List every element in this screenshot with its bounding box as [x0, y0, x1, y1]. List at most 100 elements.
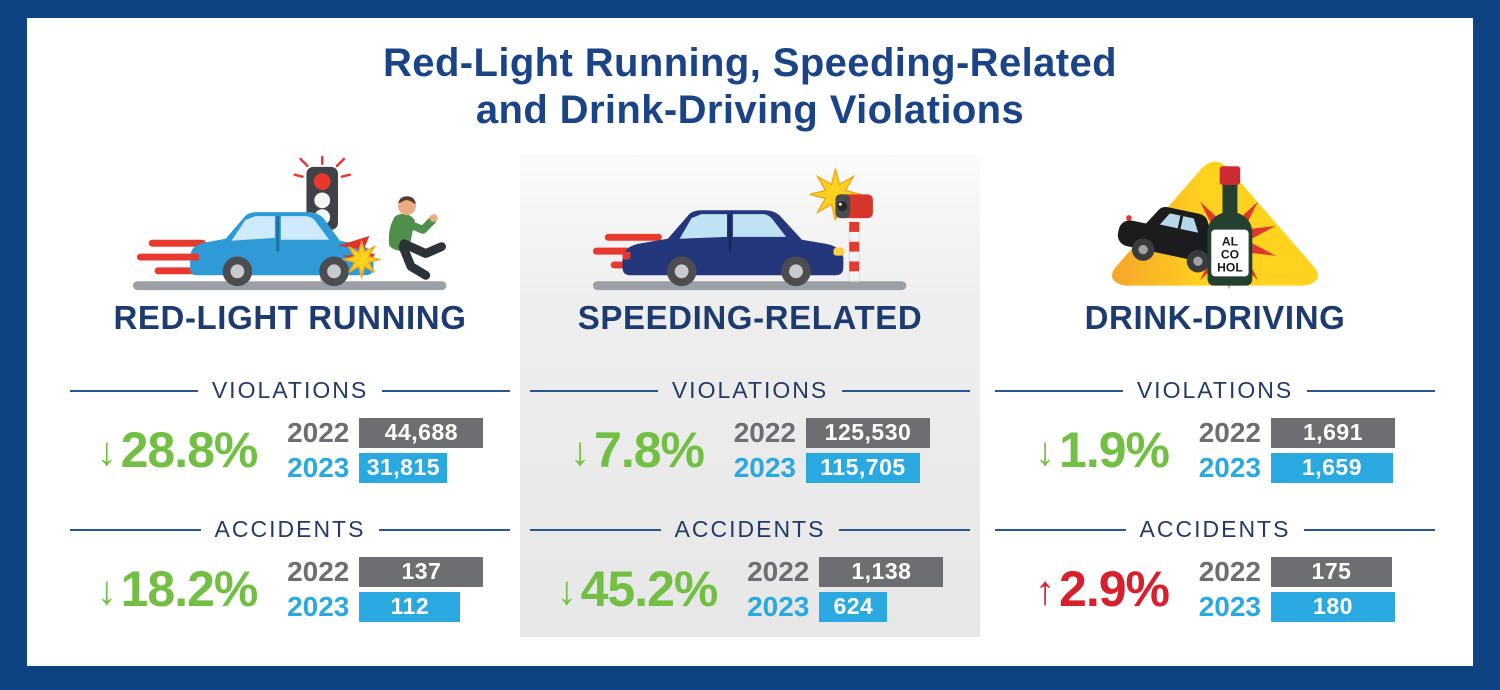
change-value: 1.9% — [1059, 422, 1170, 479]
value-bar: 1,691 — [1270, 417, 1395, 448]
navy-car-icon — [622, 210, 845, 287]
violations-stats: ↓ 1.9% 2022 1,691 2023 1,659 — [1035, 414, 1395, 486]
accidents-stats: ↓ 45.2% 2022 1,138 2023 624 — [557, 553, 944, 625]
violations-section-label: VIOLATIONS — [70, 377, 511, 404]
violations-section-label: VIOLATIONS — [995, 377, 1436, 404]
drink-driving-illustration: AL CO HOL — [1103, 150, 1327, 295]
divider-line — [70, 389, 198, 392]
change-percentage: ↓ 28.8% — [96, 425, 259, 475]
bar-row-2022: 2022 137 — [277, 555, 484, 587]
year-label: 2022 — [747, 555, 810, 587]
value-bar: 175 — [1270, 556, 1392, 587]
car-hitting-pedestrian-at-red-light-icon — [133, 155, 447, 291]
divider-line — [842, 389, 971, 392]
accidents-stats: ↓ 18.2% 2022 137 2023 112 — [97, 553, 484, 625]
year-label: 2023 — [747, 590, 810, 622]
value-bar: 44,688 — [359, 417, 484, 448]
bar-row-2023: 2023 624 — [737, 590, 943, 622]
bar-row-2022: 2022 1,138 — [737, 555, 944, 587]
year-label: 2022 — [733, 416, 796, 448]
value-bar: 1,659 — [1270, 452, 1393, 483]
accidents-section-label: ACCIDENTS — [995, 516, 1435, 543]
year-label: 2023 — [1198, 451, 1261, 483]
divider-line — [1307, 389, 1436, 392]
up-arrow-icon: ↑ — [1035, 569, 1055, 614]
divider-line — [530, 528, 661, 531]
column-heading-speeding-related: SPEEDING-RELATED — [577, 299, 923, 336]
accidents-section-label: ACCIDENTS — [530, 516, 970, 543]
divider-line — [530, 389, 658, 392]
year-bars: 2022 1,691 2023 1,659 — [1189, 416, 1395, 483]
speed-lines-icon — [137, 239, 209, 275]
year-label: 2022 — [287, 416, 350, 448]
section-label-text: VIOLATIONS — [671, 377, 829, 404]
down-arrow-icon: ↓ — [570, 430, 590, 475]
year-bars: 2022 137 2023 112 — [277, 555, 484, 622]
value-bar: 31,815 — [359, 452, 448, 483]
value-bar: 137 — [359, 556, 484, 587]
violations-section-label: VIOLATIONS — [530, 377, 971, 404]
accidents-stats: ↑ 2.9% 2022 175 2023 180 — [1035, 553, 1395, 625]
year-label: 2022 — [287, 555, 350, 587]
road-icon — [133, 281, 447, 291]
change-percentage: ↓ 45.2% — [557, 561, 719, 618]
divider-line — [995, 528, 1126, 531]
speed-camera-icon — [835, 194, 874, 282]
year-bars: 2022 125,530 2023 115,705 — [724, 416, 930, 483]
change-value: 2.9% — [1059, 561, 1170, 618]
blue-car-icon — [190, 212, 374, 287]
car-crashing-into-alcohol-bottle-warning-triangle-icon: AL CO HOL — [1112, 161, 1318, 290]
change-percentage: ↓ 18.2% — [97, 561, 259, 618]
section-label-text: VIOLATIONS — [1136, 377, 1294, 404]
infographic-canvas: Red-Light Running, Speeding-Related and … — [27, 18, 1473, 666]
bar-row-2022: 2022 175 — [1189, 555, 1395, 587]
value-bar: 112 — [359, 591, 461, 622]
bar-row-2023: 2023 180 — [1189, 590, 1395, 622]
section-label-text: ACCIDENTS — [214, 516, 366, 543]
year-label: 2022 — [1198, 555, 1261, 587]
column-drink-driving: AL CO HOL DRINK-DRIVING VIOLATIONS ↓ 1.9… — [995, 150, 1436, 625]
value-bar: 180 — [1270, 591, 1395, 622]
section-label-text: ACCIDENTS — [1139, 516, 1291, 543]
divider-line — [379, 528, 510, 531]
down-arrow-icon: ↓ — [1035, 430, 1055, 475]
change-percentage: ↓ 1.9% — [1035, 422, 1170, 479]
violations-stats: ↓ 28.8% 2022 44,688 2023 31,815 — [97, 414, 484, 486]
bottle-label-line3: HOL — [1217, 261, 1243, 275]
bar-row-2022: 2022 1,691 — [1189, 416, 1395, 448]
change-percentage: ↓ 7.8% — [570, 422, 705, 479]
value-bar: 624 — [819, 591, 888, 622]
impact-icon — [338, 235, 383, 281]
year-bars: 2022 44,688 2023 31,815 — [277, 416, 484, 483]
page-title: Red-Light Running, Speeding-Related and … — [27, 40, 1473, 134]
page-title-line2: and Drink-Driving Violations — [475, 88, 1025, 133]
column-red-light-running: RED-LIGHT RUNNING VIOLATIONS ↓ 28.8% 202… — [70, 150, 511, 625]
speeding-related-illustration — [587, 150, 912, 295]
value-bar: 125,530 — [805, 417, 930, 448]
year-label: 2023 — [1198, 590, 1261, 622]
bottle-label-line2: CO — [1221, 248, 1239, 262]
year-bars: 2022 175 2023 180 — [1189, 555, 1395, 622]
year-label: 2023 — [287, 451, 350, 483]
value-bar: 115,705 — [805, 452, 920, 483]
change-value: 7.8% — [594, 422, 705, 479]
change-percentage: ↑ 2.9% — [1035, 561, 1170, 618]
year-label: 2023 — [733, 451, 796, 483]
column-heading-drink-driving: DRINK-DRIVING — [1084, 299, 1346, 336]
accidents-section-label: ACCIDENTS — [70, 516, 510, 543]
section-label-text: VIOLATIONS — [211, 377, 369, 404]
column-heading-red-light-running: RED-LIGHT RUNNING — [113, 299, 467, 336]
alcohol-bottle-icon: AL CO HOL — [1207, 166, 1253, 286]
year-label: 2023 — [287, 590, 350, 622]
year-label: 2022 — [1198, 416, 1261, 448]
bar-row-2022: 2022 44,688 — [277, 416, 484, 448]
bar-row-2023: 2023 31,815 — [277, 451, 483, 483]
bottle-label-line1: AL — [1222, 235, 1239, 249]
down-arrow-icon: ↓ — [96, 430, 117, 475]
divider-line — [1304, 528, 1435, 531]
change-value: 18.2% — [120, 561, 259, 618]
divider-line — [70, 528, 201, 531]
page-title-line1: Red-Light Running, Speeding-Related — [383, 41, 1117, 85]
change-value: 45.2% — [580, 561, 719, 618]
